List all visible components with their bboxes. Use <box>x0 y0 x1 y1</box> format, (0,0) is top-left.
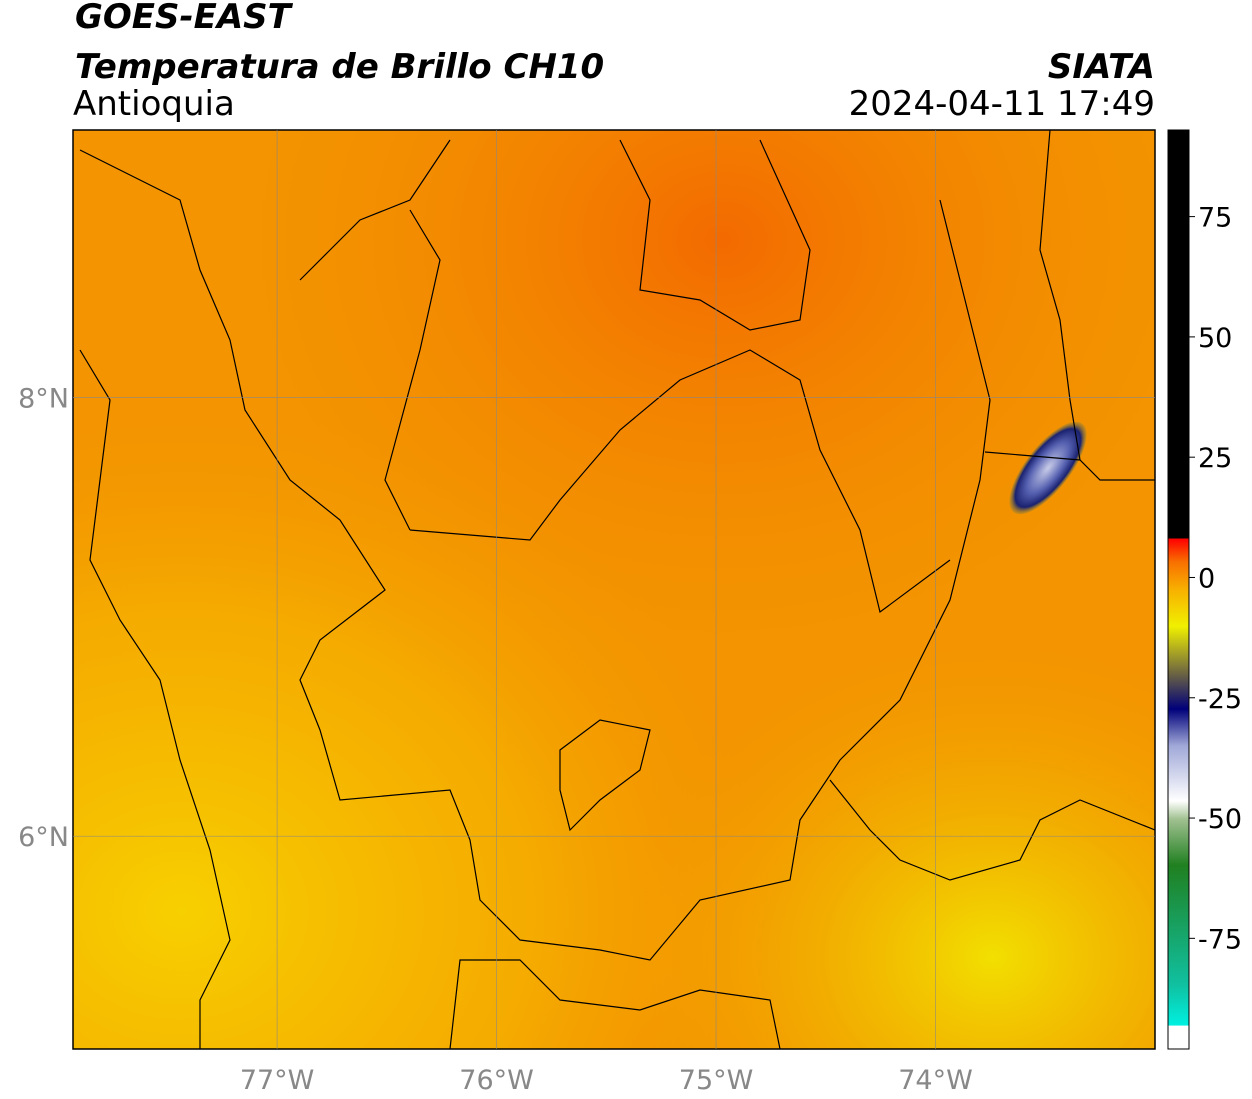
datetime: 2024-04-11 17:49 <box>849 84 1155 124</box>
y-tick-label: 6°N <box>18 822 69 853</box>
x-tick-label: 75°W <box>679 1065 754 1096</box>
y-tick-label: 8°N <box>18 384 69 415</box>
colorbar-tick-label: 75 <box>1198 203 1232 234</box>
source: SIATA <box>1048 47 1155 87</box>
colorbar-tick-label: 25 <box>1198 443 1232 474</box>
colorbar-tick-label: -25 <box>1198 684 1242 715</box>
colorbar-tick-label: -75 <box>1198 924 1242 955</box>
title: GOES-EAST <box>75 0 294 37</box>
region: Antioquia <box>73 84 235 124</box>
x-tick-label: 76°W <box>459 1065 534 1096</box>
x-tick-label: 77°W <box>240 1065 315 1096</box>
subtitle: Temperatura de Brillo CH10 <box>75 47 604 87</box>
map-frame <box>72 129 1156 1050</box>
colorbar <box>1167 129 1190 1050</box>
colorbar-tick-label: -50 <box>1198 804 1242 835</box>
x-tick-label: 74°W <box>898 1065 973 1096</box>
colorbar-tick-label: 0 <box>1198 563 1215 594</box>
satellite-image <box>73 130 1155 1049</box>
colorbar-tick-label: 50 <box>1198 323 1232 354</box>
